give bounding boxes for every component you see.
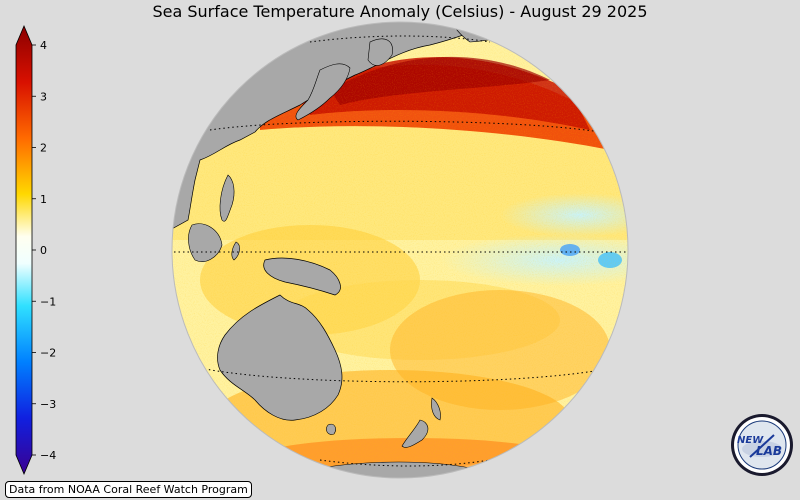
map-title: Sea Surface Temperature Anomaly (Celsius… (152, 2, 648, 21)
logo-text-secondary: LAB (756, 444, 782, 458)
colorbar-tick-label: −2 (40, 347, 56, 360)
land-new-zealand (431, 397, 441, 421)
colorbar: 4 3 2 1 0 −1 −2 −3 −4 (15, 24, 56, 476)
newlab-logo: NEW LAB (731, 414, 793, 476)
colorbar-tick-label: 1 (40, 193, 47, 206)
colorbar-gradient (15, 24, 33, 476)
colorbar-tick-label: −4 (40, 449, 56, 462)
land-australia (217, 294, 343, 421)
data-credit: Data from NOAA Coral Reef Watch Program (5, 481, 252, 498)
colorbar-tick-label: 4 (40, 39, 47, 52)
colorbar-tick-label: −1 (40, 295, 56, 308)
colorbar-tick-label: 3 (40, 90, 47, 103)
logo-text-primary: NEW (737, 435, 764, 446)
land-japan (295, 63, 351, 121)
land-kamchatka (367, 38, 393, 66)
land-new-guinea (263, 257, 341, 296)
colorbar-ticks: 4 3 2 1 0 −1 −2 −3 −4 (32, 39, 56, 462)
colorbar-tick-label: 2 (40, 142, 47, 155)
globe-outline (171, 21, 629, 479)
colorbar-tick-label: 0 (40, 244, 47, 257)
latitude-line (209, 120, 601, 133)
colorbar-tick-label: −3 (40, 398, 56, 411)
globe-map (171, 21, 629, 479)
land-philippines (219, 174, 235, 222)
